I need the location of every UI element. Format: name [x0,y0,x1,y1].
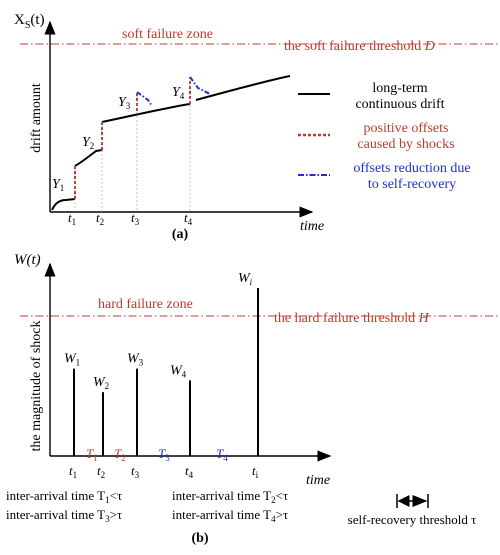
mark-y1: Y1 [52,177,64,193]
legend-recover-line2: to self-recovery [368,177,456,192]
mark-y2: Y2 [82,135,94,151]
interval-t4: T4 [216,446,228,463]
panel-b-caption: (b) [191,531,208,546]
shock-bars: W1 W2 W3 W4 Wi [64,271,259,456]
mark-y3: Y3 [118,95,131,111]
tick-b-t1: t1 [69,463,77,480]
note-t3: inter-arrival time T3>τ [6,507,122,524]
tick-t4: t4 [184,210,193,227]
legend-shock-line2: caused by shocks [357,137,454,152]
tick-t2: t2 [96,210,104,227]
panel-b-x-label: time [306,473,330,488]
note-t4: inter-arrival time T4>τ [172,507,288,524]
legend-recover-line1: offsets reduction due [353,161,470,176]
tick-b-t3: t3 [131,463,140,480]
tick-t1: t1 [68,210,76,227]
mark-y4: Y4 [172,85,185,101]
legend-shock-line1: positive offsets [364,121,449,136]
shock-label-1: W1 [64,352,80,368]
interval-t3: T3 [158,446,170,463]
tick-b-t2: t2 [97,463,105,480]
panel-b-y-label: the magnitude of shock [29,320,44,451]
recovery-threshold-label: self-recovery threshold τ [348,512,477,527]
soft-failure-threshold-label: the soft failure threshold D [284,39,435,54]
interval-t2: T2 [114,446,126,463]
panel-a-legend: long-term continuous drift positive offs… [298,81,471,192]
panel-a: XS(t) drift amount soft failure zone the… [14,12,500,242]
shock-label-2: W2 [93,375,109,391]
recovery-offset-4 [189,76,211,95]
hard-failure-zone-label: hard failure zone [98,297,193,312]
hard-failure-threshold-label: the hard failure threshold H [274,311,430,326]
recovery-offset-3 [136,91,153,107]
interval-t1: T1 [86,446,98,463]
panel-a-caption: (a) [172,227,189,242]
legend-drift-line1: long-term [372,81,427,96]
panel-a-y-label: drift amount [29,83,44,153]
panel-a-x-label: time [300,219,324,234]
tick-b-t4: t4 [185,463,194,480]
panel-a-y-axis-symbol: XS(t) [14,12,45,31]
tick-t3: t3 [131,210,140,227]
note-t2: inter-arrival time T2<τ [172,488,288,505]
tick-b-ti: ti [252,463,259,480]
shock-label-4: W4 [170,363,187,379]
legend-drift-line2: continuous drift [355,97,444,112]
panel-b: W(t) the magnitude of shock hard failure… [6,252,500,546]
soft-failure-zone-label: soft failure zone [122,27,213,42]
shock-label-3: W3 [127,352,144,368]
note-t1: inter-arrival time T1<τ [6,488,122,505]
panel-b-y-axis-symbol: W(t) [14,252,41,268]
long-term-drift-curve [51,75,291,211]
shock-label-i: Wi [238,271,253,287]
